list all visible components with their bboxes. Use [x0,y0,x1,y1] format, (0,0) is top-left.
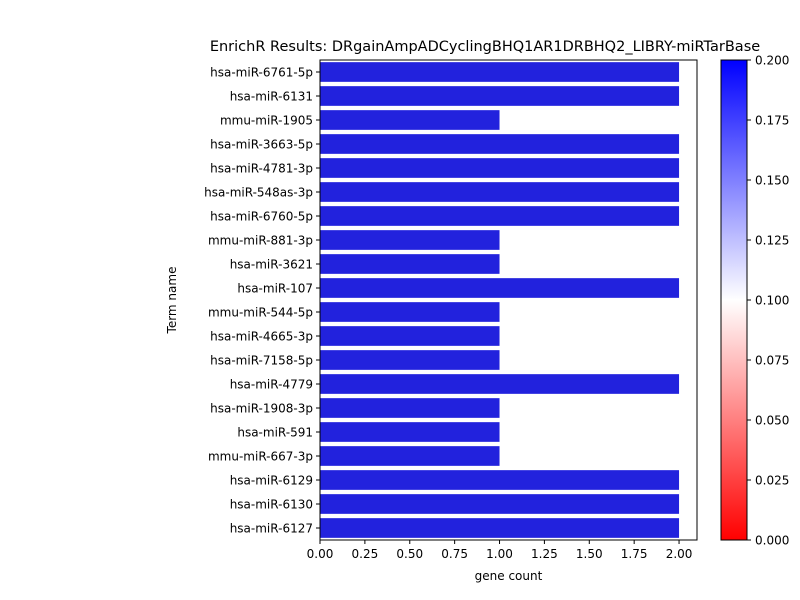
bar-hsa-miR-1908-3p [320,398,500,418]
x-tick-label: 1.00 [486,547,513,561]
y-tick-label: mmu-miR-544-5p [208,305,313,319]
y-tick-label: hsa-miR-7158-5p [210,353,313,367]
y-tick-label: hsa-miR-3663-5p [210,137,313,151]
x-tick-label: 0.50 [396,547,423,561]
chart-title: EnrichR Results: DRgainAmpADCyclingBHQ1A… [210,39,760,55]
y-tick-label: hsa-miR-6130 [230,497,313,511]
x-tick-label: 1.25 [531,547,558,561]
y-tick-label: hsa-miR-6129 [230,473,313,487]
colorbar-tick-label: 0.200 [755,53,789,67]
colorbar-ticks-group: 0.000 0.025 0.050 0.075 0.100 0.125 0.150 0.175… [747,53,789,547]
plot-frame [319,59,698,541]
y-tick-label: mmu-miR-667-3p [208,449,313,463]
colorbar-tick-label: 0.125 [755,233,789,247]
y-tick-label: hsa-miR-548as-3p [204,185,313,199]
y-tick-label: hsa-miR-6131 [230,89,313,103]
bar-hsa-miR-3663-5p [320,134,680,154]
bar-hsa-miR-107 [320,278,680,298]
bar-mmu-miR-1905 [320,110,500,130]
bar-mmu-miR-667-3p [320,446,500,466]
colorbar-tick-label: 0.150 [755,173,789,187]
y-tick-label: hsa-miR-591 [237,425,313,439]
x-axis-label: gene count [475,569,543,583]
bar-hsa-miR-548as-3p [320,182,680,202]
bar-hsa-miR-4781-3p [320,158,680,178]
bar-hsa-miR-6761-5p [320,62,680,82]
bar-hsa-miR-6130 [320,494,680,514]
colorbar-tick-label: 0.050 [755,413,789,427]
x-tick-label: 1.50 [576,547,603,561]
y-tick-label: hsa-miR-3621 [230,257,313,271]
y-tick-label: hsa-miR-6760-5p [210,209,313,223]
bars-group [320,62,680,538]
bar-hsa-miR-6129 [320,470,680,490]
bar-mmu-miR-881-3p [320,230,500,250]
y-tick-label: hsa-miR-6127 [230,521,313,535]
y-tick-label: hsa-miR-107 [237,281,313,295]
x-tick-label: 0.00 [307,547,334,561]
colorbar-tick-label: 0.000 [755,533,789,547]
y-tick-label: hsa-miR-4665-3p [210,329,313,343]
y-tick-label: hsa-miR-6761-5p [210,65,313,79]
y-tick-label: mmu-miR-881-3p [208,233,313,247]
colorbar [720,59,748,541]
colorbar-tick-label: 0.175 [755,113,789,127]
bar-hsa-miR-4665-3p [320,326,500,346]
bar-hsa-miR-3621 [320,254,500,274]
y-tick-label: hsa-miR-4779 [230,377,313,391]
bar-mmu-miR-544-5p [320,302,500,322]
y-tick-label: hsa-miR-4781-3p [210,161,313,175]
y-ticks-group: hsa-miR-6761-5p hsa-miR-6131 mmu-miR-1905 h… [204,65,320,535]
x-tick-label: 0.75 [441,547,468,561]
colorbar-tick-label: 0.100 [755,293,789,307]
y-axis-label: Term name [165,267,179,335]
bar-hsa-miR-4779 [320,374,680,394]
bar-hsa-miR-6131 [320,86,680,106]
x-tick-label: 0.25 [352,547,379,561]
bar-hsa-miR-7158-5p [320,350,500,370]
bar-hsa-miR-591 [320,422,500,442]
colorbar-tick-label: 0.075 [755,353,789,367]
bar-hsa-miR-6127 [320,518,680,538]
x-tick-label: 1.75 [621,547,648,561]
x-ticks-group: 0.00 0.25 0.50 0.75 1.00 1.25 1.50 1.75 2.00 [307,540,693,561]
colorbar-tick-label: 0.025 [755,473,789,487]
x-tick-label: 2.00 [666,547,693,561]
y-tick-label: hsa-miR-1908-3p [210,401,313,415]
y-tick-label: mmu-miR-1905 [220,113,313,127]
bar-hsa-miR-6760-5p [320,206,680,226]
